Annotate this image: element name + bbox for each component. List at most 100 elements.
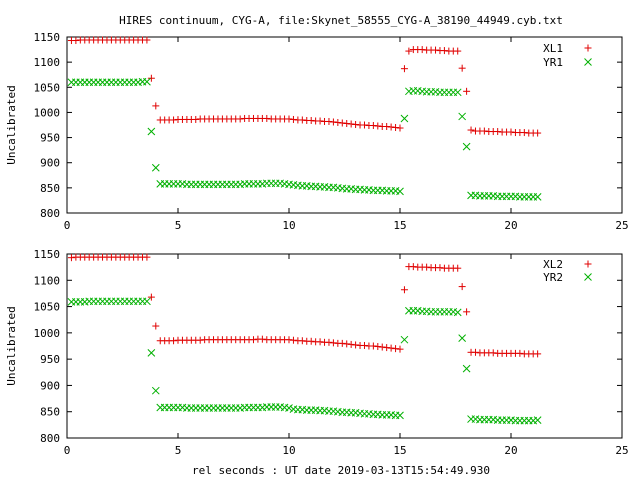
bottom-point-xl2 [343,340,351,348]
bottom-point-xl2 [298,337,306,345]
bottom-point-xl2 [374,343,382,351]
bottom-data-marks [67,253,542,425]
top-point-xl1 [507,128,515,136]
bottom-point-yr2 [151,386,160,395]
bottom-panel: Uncalibrated 0 5 10 15 20 25 800 850 900 950 1000 1… [5,248,629,457]
top-point-yr1 [396,187,404,196]
bottom-point-xl2 [471,348,479,356]
top-point-xl1 [480,127,488,135]
top-x-tick-label: 10 [282,219,295,232]
bottom-point-yr2 [285,404,293,412]
bottom-point-xl2 [196,336,204,344]
top-point-xl1 [418,46,426,54]
bottom-point-yr2 [533,416,542,424]
bottom-point-xl2 [170,337,178,345]
bottom-point-xl2 [329,339,337,347]
top-point-xl1 [440,47,448,55]
top-point-xl1 [307,116,315,124]
bottom-x-tick-label: 15 [393,444,406,457]
bottom-point-xl2 [360,341,368,349]
bottom-point-xl2 [409,263,417,271]
top-panel: Uncalibrated 0 5 10 15 20 25 800 850 900 950 1000 1… [5,31,629,232]
top-point-yr1 [143,77,151,86]
top-x-tick-label: 20 [504,219,517,232]
bottom-y-tick-label: 1100 [34,274,61,287]
top-point-xl1 [316,117,324,125]
bottom-point-yr2 [396,411,404,420]
top-y-tick-label: 1000 [34,106,61,119]
top-point-xl1 [152,102,160,110]
top-point-xl1 [347,120,355,128]
bottom-point-xl2 [463,308,471,316]
top-point-xl1 [263,114,271,122]
top-point-xl1 [463,87,471,95]
bottom-point-xl2 [454,264,462,272]
top-legend: XL1 YR1 [543,42,592,69]
bottom-x-tick-label: 25 [615,444,628,457]
top-point-yr1 [151,163,160,172]
bottom-point-yr2 [143,297,151,306]
top-y-axis-label: Uncalibrated [5,85,18,164]
bottom-y-tick-label: 900 [40,379,60,392]
bottom-point-xl2 [489,349,497,357]
bottom-legend-label-yr2: YR2 [543,271,563,284]
bottom-axes: 0 5 10 15 20 25 800 850 900 950 1000 1050 1100 1150 [34,248,629,457]
bottom-y-axis-label: Uncalibrated [5,306,18,385]
top-y-tick-label: 1100 [34,56,61,69]
bottom-plot-frame [66,253,623,439]
bottom-point-xl2 [147,293,155,301]
top-point-xl1 [298,116,306,124]
bottom-point-xl2 [383,344,391,352]
top-point-xl1 [170,116,178,124]
top-y-tick-label: 1150 [34,31,61,44]
bottom-point-xl2 [516,349,524,357]
bottom-point-xl2 [458,283,466,291]
bottom-point-xl2 [143,253,151,261]
bottom-point-xl2 [534,350,542,358]
bottom-x-tick-label: 5 [175,444,182,457]
bottom-point-yr2 [458,334,467,342]
top-point-xl1 [72,37,80,45]
top-point-xl1 [236,115,244,123]
top-point-xl1 [369,122,377,130]
bottom-y-tick-label: 800 [40,432,60,445]
top-point-xl1 [334,118,342,126]
top-point-yr1 [453,88,462,97]
top-point-xl1 [329,118,337,126]
top-point-xl1 [467,126,475,134]
top-x-tick-label: 5 [175,219,182,232]
bottom-point-xl2 [352,341,360,349]
bottom-point-xl2 [378,343,386,351]
x-axis-label: rel seconds : UT date 2019-03-13T15:54:4… [192,464,490,477]
top-point-xl1 [494,128,502,136]
top-y-tick-label: 1050 [34,81,61,94]
top-point-xl1 [534,129,542,137]
top-x-tick-label: 0 [64,219,71,232]
top-point-xl1 [285,115,293,123]
bottom-legend-marker-xl2 [584,260,592,268]
top-point-xl1 [383,123,391,131]
bottom-point-xl2 [400,286,408,294]
bottom-x-tick-label: 0 [64,444,71,457]
bottom-point-xl2 [249,336,257,344]
chart-title: HIRES continuum, CYG-A, file:Skynet_5855… [119,14,563,27]
top-y-tick-label: 850 [40,182,60,195]
bottom-y-tick-label: 850 [40,406,60,419]
top-point-xl1 [352,120,360,128]
top-data-marks [67,36,542,201]
top-point-yr1 [400,114,409,123]
bottom-legend-label-xl2: XL2 [543,258,563,271]
top-point-xl1 [289,115,297,123]
bottom-point-xl2 [307,337,315,345]
top-point-yr1 [458,112,467,121]
top-axes: 0 5 10 15 20 25 800 850 900 950 1000 1050 1100 1150 [34,31,629,232]
top-point-xl1 [143,36,151,44]
bottom-point-yr2 [147,348,156,357]
top-point-xl1 [458,64,466,72]
bottom-point-xl2 [67,254,75,262]
bottom-legend: XL2 YR2 [543,258,592,284]
bottom-y-tick-label: 1050 [34,301,61,314]
top-point-xl1 [338,119,346,127]
bottom-point-xl2 [338,339,346,347]
top-y-tick-label: 950 [40,132,60,145]
